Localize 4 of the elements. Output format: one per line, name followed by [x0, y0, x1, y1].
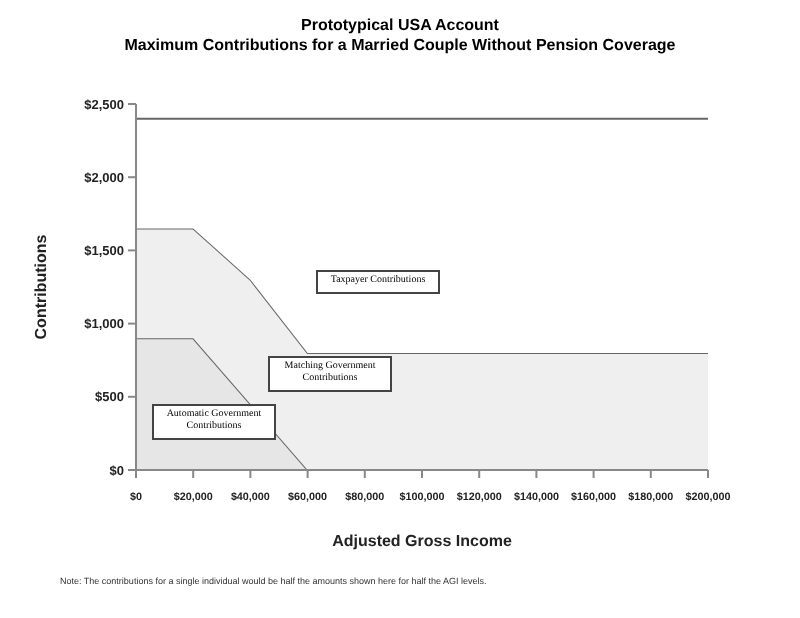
x-axis-title: Adjusted Gross Income: [332, 532, 513, 550]
y-axis-title: Contributions: [31, 233, 50, 340]
chart-subtitle: Maximum Contributions for a Married Couple Without Pension Coverage: [122, 36, 678, 56]
chart-title: Prototypical USA Account: [299, 16, 501, 36]
